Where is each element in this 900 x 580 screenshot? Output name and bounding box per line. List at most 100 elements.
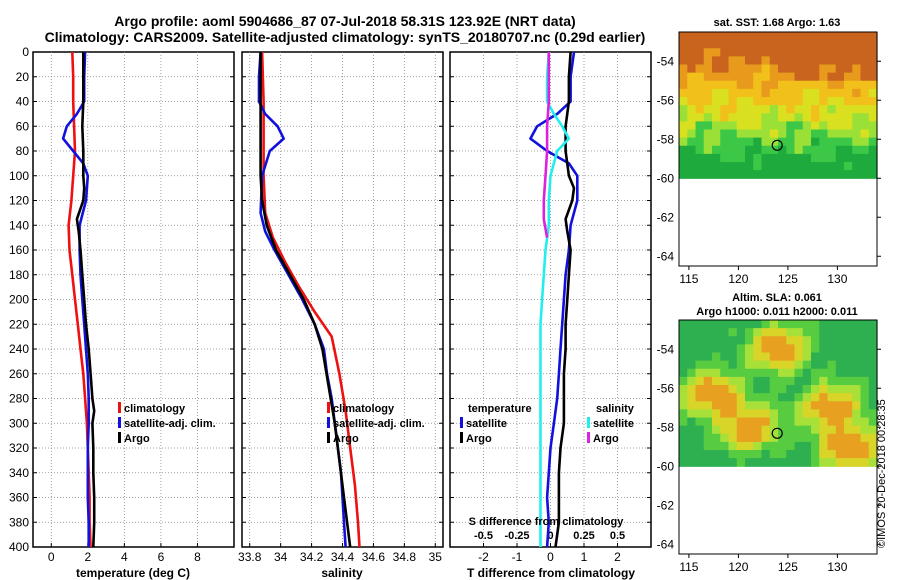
heatmap-cell <box>753 129 763 139</box>
heatmap-cell <box>778 80 787 90</box>
heatmap-cell <box>794 401 804 410</box>
heatmap-cell <box>761 409 771 419</box>
heatmap-cell <box>802 121 812 131</box>
heatmap-cell <box>679 328 688 337</box>
heatmap-cell <box>819 409 829 419</box>
heatmap-cell <box>687 121 697 131</box>
heatmap-cell <box>868 376 878 386</box>
heatmap-cell <box>794 105 804 114</box>
heatmap-cell <box>769 129 779 139</box>
heatmap-cell <box>786 433 796 443</box>
heatmap-cell <box>794 48 804 57</box>
heatmap-cell <box>728 72 738 82</box>
heatmap-cell <box>745 113 754 122</box>
sst-argo-location-marker <box>771 139 783 151</box>
heatmap-cell <box>687 64 697 74</box>
heatmap-cell <box>736 56 746 66</box>
chart-title-line2: Climatology: CARS2009. Satellite-adjuste… <box>44 29 646 45</box>
x-tick-label: 2 <box>614 550 621 564</box>
heatmap-cell <box>811 40 820 49</box>
heatmap-cell <box>720 417 730 427</box>
heatmap-cell <box>844 328 853 337</box>
y-tick-label: 360 <box>9 491 29 505</box>
heatmap-cell <box>819 72 829 82</box>
legend-swatch-argo <box>118 432 121 443</box>
heatmap-cell <box>819 170 829 179</box>
heatmap-cell <box>769 401 779 410</box>
x-tick-label: 34.6 <box>362 550 386 564</box>
heatmap-cell <box>720 129 730 139</box>
heatmap-cell <box>712 64 721 74</box>
heatmap-cell <box>778 72 787 82</box>
heatmap-cell <box>794 344 804 354</box>
heatmap-cell <box>835 336 845 345</box>
heatmap-cell <box>852 121 862 131</box>
heatmap-cell <box>679 352 688 362</box>
heatmap-cell <box>811 145 820 155</box>
heatmap-cell <box>695 129 705 139</box>
heatmap-cell <box>728 425 738 435</box>
heatmap-cell <box>835 458 845 467</box>
heatmap-cell <box>852 64 862 74</box>
heatmap-cell <box>786 121 796 131</box>
heatmap-cell <box>844 344 853 354</box>
heatmap-cell <box>687 113 697 122</box>
heatmap-cell <box>720 401 730 410</box>
heatmap-cell <box>695 336 705 345</box>
map-y-tick-label: -54 <box>657 342 675 356</box>
heatmap-cell <box>728 352 738 362</box>
heatmap-cell <box>802 336 812 345</box>
heatmap-cell <box>811 417 820 427</box>
heatmap-cell <box>835 417 845 427</box>
difference-top-label: S difference from climatology <box>469 516 625 528</box>
map-x-tick-label: 130 <box>827 272 847 286</box>
heatmap-cell <box>802 137 812 147</box>
heatmap-cell <box>720 64 730 74</box>
heatmap-cell <box>687 153 697 163</box>
heatmap-cell <box>753 97 763 106</box>
heatmap-cell <box>811 393 820 402</box>
heatmap-cell <box>819 48 829 57</box>
heatmap-cell <box>852 368 862 378</box>
heatmap-cell <box>786 393 796 402</box>
heatmap-cell <box>794 137 804 147</box>
heatmap-cell <box>827 344 837 354</box>
heatmap-cell <box>868 360 878 370</box>
heatmap-cell <box>761 72 771 82</box>
heatmap-cell <box>761 97 771 106</box>
heatmap-cell <box>802 450 812 459</box>
heatmap-cell <box>712 121 721 131</box>
heatmap-cell <box>745 458 754 467</box>
heatmap-cell <box>811 88 820 98</box>
map-y-tick-label: -60 <box>657 171 675 185</box>
heatmap-cell <box>786 385 796 394</box>
heatmap-cell <box>819 376 829 386</box>
temperature-x-ticks: 0 2 4 6 8 <box>48 543 201 564</box>
heatmap-cell <box>769 121 779 131</box>
heatmap-cell <box>778 450 787 459</box>
heatmap-cell <box>852 72 862 82</box>
heatmap-cell <box>736 40 746 49</box>
heatmap-cell <box>852 88 862 98</box>
map-y-tick-label: -54 <box>657 54 675 68</box>
heatmap-cell <box>769 368 779 378</box>
heatmap-cell <box>695 409 705 419</box>
heatmap-cell <box>703 425 713 435</box>
heatmap-cell <box>827 368 837 378</box>
heatmap-cell <box>720 153 730 163</box>
heatmap-cell <box>802 64 812 74</box>
salinity-x-ticks: 33.8 34 34.2 34.4 34.6 34.8 35 <box>238 543 442 564</box>
y-tick-label: 180 <box>9 268 29 282</box>
heatmap-cell <box>703 450 713 459</box>
heatmap-cell <box>720 360 730 370</box>
heatmap-cell <box>695 376 705 386</box>
heatmap-cell <box>794 393 804 402</box>
heatmap-cell <box>868 97 878 106</box>
heatmap-cell <box>712 376 721 386</box>
y-tick-label: 380 <box>9 515 29 529</box>
heatmap-cell <box>778 336 787 345</box>
heatmap-cell <box>745 376 754 386</box>
heatmap-cell <box>687 170 697 179</box>
heatmap-cell <box>745 162 754 171</box>
heatmap-cell <box>827 433 837 443</box>
